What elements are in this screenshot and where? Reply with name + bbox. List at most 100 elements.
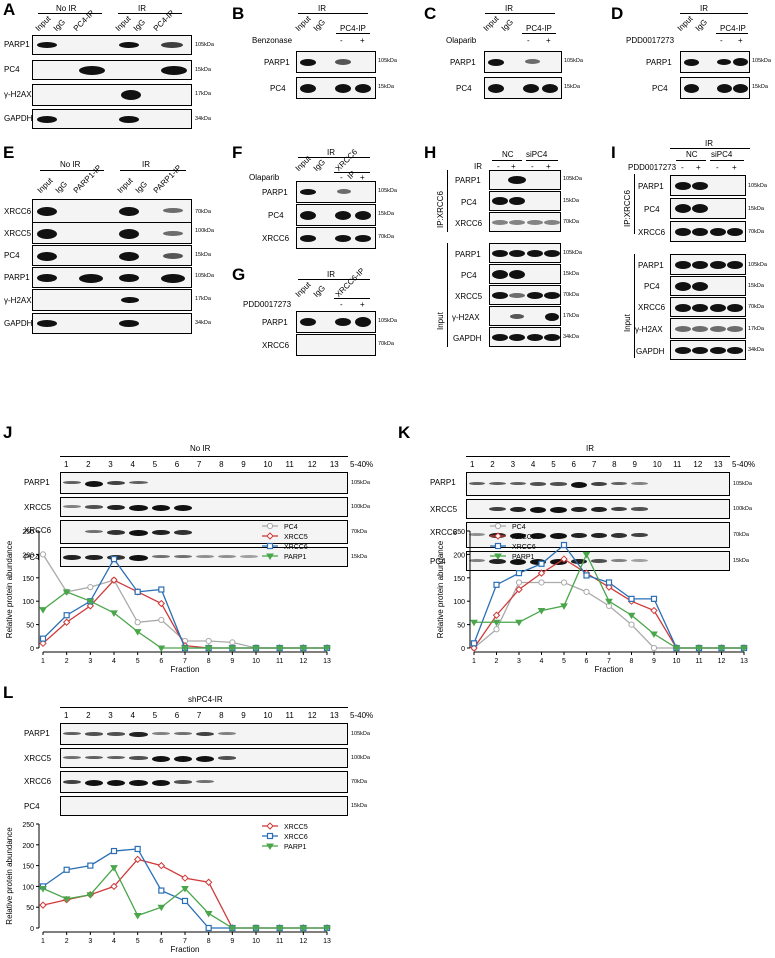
fraction-number: 8: [219, 711, 224, 720]
protein-label: XRCC6: [4, 207, 32, 216]
data-point: [492, 619, 501, 627]
treatment-minus: -: [340, 173, 343, 182]
size-marker: 15kDa: [195, 252, 211, 258]
panel-label-d: D: [611, 4, 624, 23]
blot-strip: [60, 748, 348, 768]
blot-band: [489, 482, 506, 485]
data-point: [470, 619, 478, 627]
lane-label: IgG: [131, 17, 148, 33]
treatment-minus: -: [716, 163, 719, 172]
size-marker: 15kDa: [748, 206, 764, 212]
lane-label: PARP1-IP: [151, 163, 184, 195]
data-point: [39, 885, 47, 893]
protein-label: XRCC6: [262, 234, 290, 243]
data-point: [672, 645, 681, 652]
lane-label: IgG: [53, 179, 70, 195]
data-point: [275, 925, 284, 932]
x-tick-label: 11: [695, 658, 702, 665]
data-point: [133, 855, 142, 864]
blot-band: [129, 756, 148, 760]
blot-strip: [60, 472, 348, 494]
data-point: [537, 608, 546, 615]
treatment-plus: +: [738, 36, 743, 45]
series-line-pc4: [42, 554, 327, 649]
blot-band: [550, 507, 567, 513]
condition-label: NC: [686, 150, 698, 159]
treatment-label: Olaparib: [249, 173, 280, 182]
data-point: [134, 619, 141, 626]
blot-strip: [489, 285, 561, 305]
x-tick-label: 9: [652, 658, 656, 665]
protein-label: GAPDH: [4, 114, 33, 123]
blot-band: [85, 555, 104, 561]
blot-band: [151, 505, 170, 511]
protein-label: PARP1: [4, 40, 30, 49]
data-point: [515, 585, 523, 594]
blot-band: [151, 780, 170, 786]
treatment-plus: +: [360, 300, 365, 309]
size-marker: 105kDa: [563, 176, 582, 182]
fraction-number: 5: [152, 711, 158, 720]
gradient-range: 5-40%: [350, 711, 374, 720]
panel-label-l: L: [3, 683, 14, 702]
x-tick-label: 10: [673, 658, 681, 665]
x-tick-label: 2: [65, 938, 69, 945]
data-point: [583, 572, 590, 579]
protein-label: PC4: [4, 251, 20, 260]
blot-band: [85, 481, 104, 487]
blot-strip: [60, 723, 348, 745]
data-point: [228, 645, 237, 652]
condition-label: IR: [138, 4, 146, 13]
x-tick-label: 6: [585, 658, 589, 665]
panel-label-i: I: [611, 143, 616, 162]
blot-band: [129, 780, 148, 786]
blot-band: [550, 533, 567, 539]
protein-label: PARP1: [262, 188, 288, 197]
data-point: [252, 645, 260, 652]
protein-label: GAPDH: [4, 319, 33, 328]
x-tick-label: 7: [183, 938, 187, 945]
blot-band: [631, 482, 648, 485]
size-marker: 100kDa: [351, 755, 370, 761]
data-point: [560, 541, 568, 549]
data-point: [583, 588, 590, 595]
size-marker: 105kDa: [564, 58, 583, 64]
panel-label-f: F: [232, 143, 243, 162]
blot-band: [173, 555, 192, 558]
blot-strip: [680, 51, 750, 73]
protein-label: PARP1: [455, 176, 481, 185]
protein-label: GAPDH: [453, 334, 482, 343]
panel-label-k: K: [398, 423, 411, 442]
condition-label: siPC4: [526, 150, 548, 159]
lane-label: PC4-IP: [340, 24, 366, 33]
condition-label: No IR: [60, 160, 81, 169]
blot-strip: [489, 191, 561, 211]
blot-band: [570, 507, 587, 513]
blot-band: [151, 732, 170, 735]
legend-label: XRCC6: [284, 834, 308, 841]
side-label: IP:XRCC6: [623, 190, 632, 227]
protein-label: PC4: [4, 65, 20, 74]
fraction-number: 3: [108, 711, 113, 720]
size-marker: 15kDa: [378, 84, 394, 90]
blot-band: [173, 780, 192, 784]
y-tick-label: 50: [457, 623, 465, 630]
lane-label: Input: [35, 176, 55, 195]
fraction-number: 3: [108, 460, 113, 469]
fraction-number: 7: [196, 460, 202, 469]
x-tick-label: 2: [495, 658, 499, 665]
lane-label: Input: [675, 14, 695, 33]
protein-label: XRCC5: [455, 292, 483, 301]
blot-band: [611, 533, 628, 538]
blot-band: [107, 505, 126, 511]
condition-label: No IR: [56, 4, 77, 13]
y-tick-label: 0: [30, 926, 34, 933]
data-point: [252, 925, 260, 932]
fraction-number: 1: [64, 460, 69, 469]
blot-strip: [296, 334, 376, 356]
protein-label: PARP1: [262, 318, 288, 327]
blot-band: [85, 505, 104, 509]
fraction-number: 10: [652, 460, 662, 469]
data-point: [181, 874, 189, 882]
blot-band: [129, 505, 148, 511]
